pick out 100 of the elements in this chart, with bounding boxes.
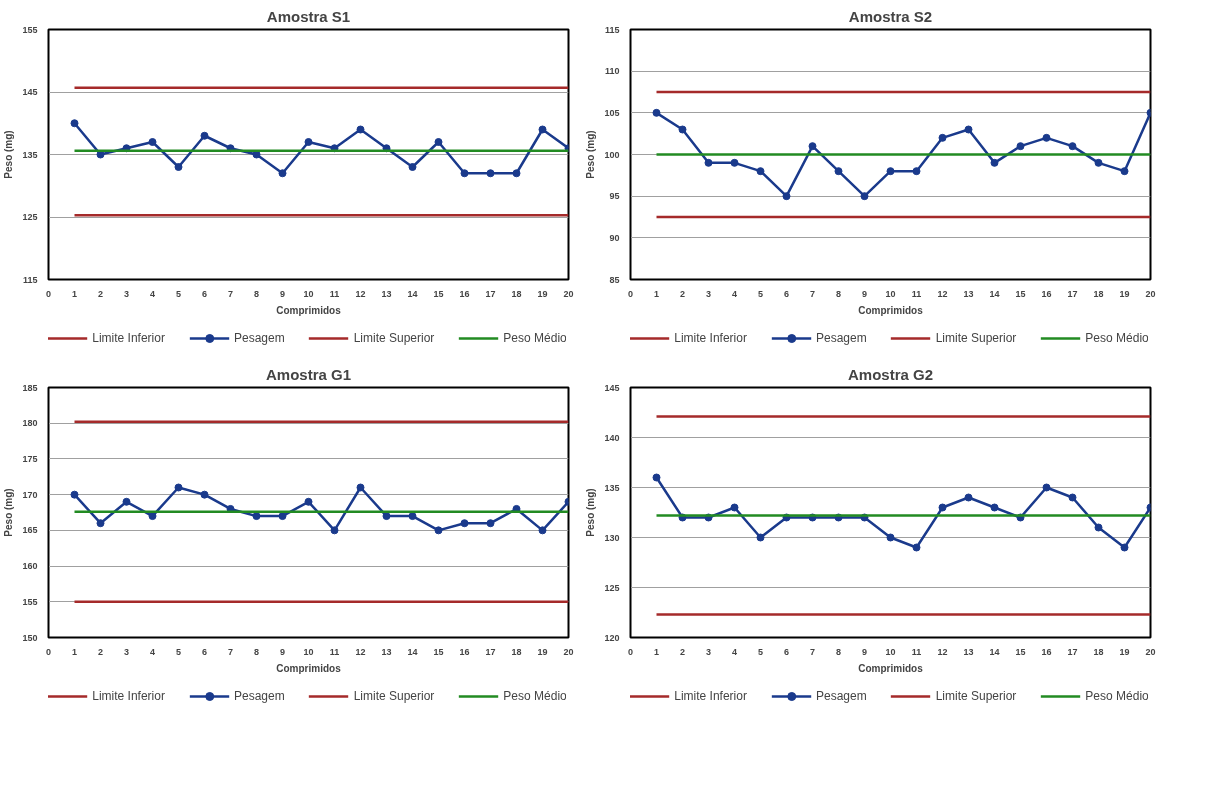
- legend-label: Pesagem: [815, 689, 867, 703]
- x-tick-label: 3: [124, 288, 130, 299]
- x-tick-label: 9: [280, 288, 286, 299]
- y-tick-label: 165: [22, 525, 38, 536]
- x-tick-label: 15: [1015, 288, 1026, 299]
- point: [1068, 493, 1077, 502]
- point: [938, 503, 947, 512]
- y-tick-label: 175: [22, 453, 38, 464]
- x-tick-label: 13: [381, 646, 392, 657]
- x-tick-label: 0: [46, 288, 52, 299]
- legend-label: Pesagem: [233, 331, 285, 345]
- y-tick-label: 120: [604, 632, 620, 643]
- point: [70, 490, 79, 499]
- legend-label: Peso Médio: [503, 331, 567, 345]
- x-tick-label: 0: [628, 288, 634, 299]
- point: [652, 108, 661, 117]
- x-tick-label: 20: [563, 646, 574, 657]
- y-tick-label: 100: [604, 149, 620, 160]
- x-tick-label: 11: [911, 288, 922, 299]
- x-tick-label: 16: [1041, 288, 1052, 299]
- point: [408, 163, 417, 171]
- point: [304, 138, 313, 146]
- x-tick-label: 20: [1145, 288, 1156, 299]
- x-tick-label: 18: [511, 646, 522, 657]
- point: [382, 512, 391, 521]
- point: [912, 543, 921, 552]
- x-tick-label: 13: [963, 646, 974, 657]
- point: [356, 483, 365, 492]
- x-tick-label: 1: [654, 646, 660, 657]
- x-tick-label: 5: [758, 288, 764, 299]
- point: [356, 125, 365, 134]
- point: [486, 169, 495, 178]
- point: [912, 167, 921, 176]
- point: [1094, 523, 1103, 532]
- y-tick-label: 170: [22, 489, 38, 500]
- x-tick-label: 4: [732, 646, 738, 657]
- legend-label: Limite Inferior: [674, 689, 747, 703]
- x-axis-title: Comprimidos: [858, 304, 924, 316]
- chart-title: Amostra S1: [266, 7, 351, 25]
- x-tick-label: 12: [355, 646, 366, 657]
- y-axis-title: Peso (mg): [585, 488, 597, 537]
- y-tick-label: 160: [22, 561, 38, 572]
- x-tick-label: 10: [303, 288, 314, 299]
- point: [486, 519, 495, 528]
- x-tick-label: 2: [680, 646, 686, 657]
- point: [330, 526, 339, 535]
- x-tick-label: 4: [150, 288, 156, 299]
- legend-label: Pesagem: [233, 689, 285, 703]
- y-tick-label: 180: [22, 418, 38, 429]
- point: [704, 158, 713, 167]
- x-tick-label: 18: [511, 288, 522, 299]
- legend-label: Limite Superior: [935, 689, 1017, 703]
- y-tick-label: 95: [609, 191, 620, 202]
- point: [808, 142, 817, 151]
- y-tick-label: 150: [22, 632, 38, 643]
- point: [122, 497, 131, 506]
- y-axis-title: Peso (mg): [3, 488, 15, 537]
- x-tick-label: 0: [628, 646, 634, 657]
- point: [434, 526, 443, 535]
- x-tick-label: 19: [1119, 646, 1130, 657]
- point: [860, 192, 869, 201]
- x-tick-label: 16: [459, 288, 470, 299]
- x-tick-label: 16: [459, 646, 470, 657]
- x-tick-label: 9: [280, 646, 286, 657]
- x-tick-label: 8: [836, 288, 842, 299]
- x-tick-label: 3: [706, 646, 712, 657]
- point: [460, 169, 469, 178]
- legend-label: Limite Superior: [353, 689, 435, 703]
- point: [200, 490, 209, 499]
- x-tick-label: 3: [124, 646, 130, 657]
- x-tick-label: 14: [989, 646, 1000, 657]
- y-tick-label: 105: [604, 107, 620, 118]
- y-tick-label: 185: [22, 382, 38, 393]
- x-tick-label: 20: [563, 288, 574, 299]
- point: [1120, 543, 1129, 552]
- x-tick-label: 12: [355, 288, 366, 299]
- x-tick-label: 19: [1119, 288, 1130, 299]
- point: [1042, 133, 1051, 142]
- y-tick-label: 90: [609, 232, 620, 243]
- x-tick-label: 6: [202, 288, 208, 299]
- x-axis-title: Comprimidos: [276, 304, 342, 316]
- y-tick-label: 155: [22, 596, 38, 607]
- x-tick-label: 12: [937, 288, 948, 299]
- x-tick-label: 17: [485, 646, 496, 657]
- y-tick-label: 125: [22, 212, 38, 222]
- x-tick-label: 15: [1015, 646, 1026, 657]
- x-tick-label: 6: [784, 646, 790, 657]
- x-tick-label: 5: [758, 646, 764, 657]
- point: [200, 131, 209, 140]
- x-tick-label: 5: [176, 646, 182, 657]
- point: [278, 169, 287, 178]
- point: [990, 503, 999, 512]
- x-tick-label: 18: [1093, 288, 1104, 299]
- legend-label: Limite Superior: [935, 331, 1017, 345]
- point: [782, 192, 791, 201]
- point: [1016, 142, 1025, 151]
- x-tick-label: 20: [1145, 646, 1156, 657]
- y-axis-title: Peso (mg): [585, 130, 597, 179]
- x-tick-label: 14: [407, 646, 418, 657]
- x-tick-label: 11: [911, 646, 922, 657]
